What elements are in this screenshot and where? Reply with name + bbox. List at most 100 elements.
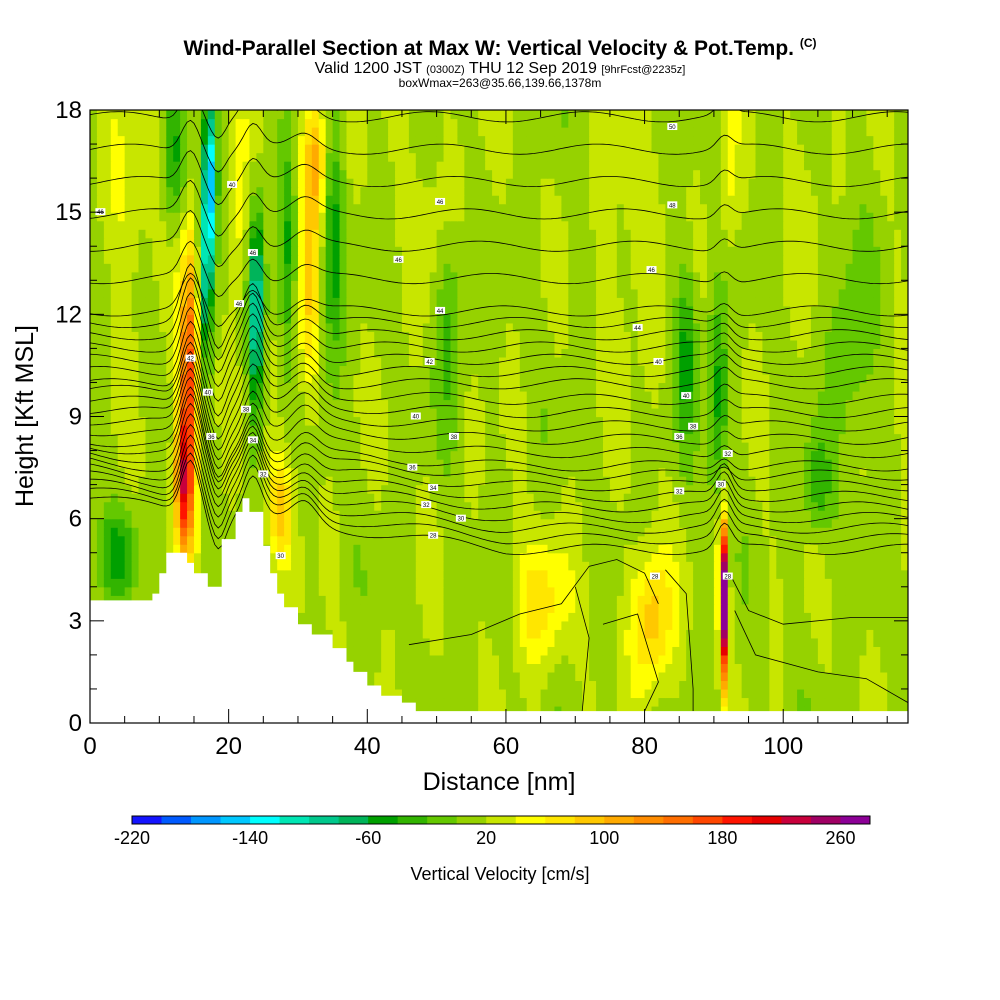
w-cell [686, 527, 694, 537]
w-cell [693, 535, 701, 545]
w-cell [637, 527, 646, 537]
w-cell [831, 365, 840, 375]
w-cell [623, 654, 632, 664]
w-cell [235, 450, 244, 460]
w-cell [637, 705, 646, 716]
w-cell [554, 365, 562, 375]
w-cell [505, 663, 514, 673]
w-cell [131, 365, 140, 375]
w-cell [575, 637, 583, 647]
w-cell [117, 535, 126, 545]
w-cell [103, 356, 112, 367]
w-cell [644, 663, 653, 673]
w-cell [700, 697, 708, 707]
w-cell [679, 373, 687, 384]
w-cell [381, 407, 389, 418]
w-cell [325, 586, 334, 596]
w-cell [505, 569, 514, 579]
w-cell [741, 510, 750, 520]
w-cell [395, 433, 403, 443]
w-cell [90, 561, 98, 571]
w-cell [755, 680, 764, 690]
w-cell [561, 390, 569, 401]
w-cell [242, 373, 251, 384]
w-cell [658, 425, 666, 435]
w-cell [637, 425, 646, 435]
w-cell [894, 680, 902, 690]
w-cell [519, 671, 528, 682]
w-cell [332, 450, 341, 460]
w-cell [166, 365, 174, 375]
w-cell [353, 535, 361, 545]
w-cell [810, 688, 819, 699]
w-cell [90, 586, 98, 596]
w-cell [596, 484, 604, 494]
w-cell [852, 425, 861, 435]
w-cell [554, 493, 562, 503]
w-cell [616, 390, 625, 401]
w-cell [193, 561, 202, 571]
w-cell [124, 467, 133, 477]
w-cell [346, 620, 355, 630]
w-cell [575, 433, 583, 443]
w-cell [332, 484, 341, 494]
w-cell [602, 561, 611, 571]
w-cell [817, 663, 826, 673]
w-cell [90, 399, 98, 409]
w-cell [124, 595, 133, 605]
w-cell [207, 467, 216, 477]
w-cell [713, 407, 722, 418]
w-cell [304, 356, 313, 367]
w-cell [748, 595, 757, 605]
w-cell [547, 620, 556, 630]
w-cell [776, 620, 784, 630]
w-cell [505, 416, 514, 426]
w-cell [727, 671, 736, 682]
w-cell [665, 697, 673, 707]
w-cell [658, 501, 666, 511]
w-cell [277, 373, 285, 384]
w-cell [381, 501, 389, 511]
w-cell [464, 586, 472, 596]
w-cell [332, 612, 341, 622]
w-cell [783, 705, 791, 716]
w-cell [138, 459, 147, 469]
w-cell [790, 620, 798, 630]
w-cell [346, 552, 355, 562]
w-cell [304, 535, 313, 545]
w-cell [499, 390, 507, 401]
w-cell [297, 527, 306, 537]
w-cell [776, 705, 784, 716]
w-cell [138, 586, 147, 596]
w-cell [422, 450, 431, 460]
w-cell [783, 629, 791, 639]
w-cell [845, 688, 854, 699]
w-cell [332, 476, 341, 486]
w-cell [901, 654, 908, 664]
w-cell [644, 654, 653, 664]
w-cell [831, 501, 840, 511]
w-cell [852, 407, 861, 418]
w-cell [720, 654, 729, 664]
w-cell [783, 476, 791, 486]
w-cell [540, 399, 549, 409]
w-cell [249, 416, 257, 426]
w-cell [415, 535, 424, 545]
w-cell [894, 390, 902, 401]
w-cell [180, 459, 188, 469]
w-cell [180, 382, 188, 392]
w-cell [852, 365, 861, 375]
w-cell [575, 603, 583, 613]
w-cell [706, 535, 715, 545]
w-cell [388, 433, 396, 443]
w-cell [776, 671, 784, 682]
w-cell [207, 365, 216, 375]
w-cell [734, 390, 743, 401]
w-cell [131, 476, 140, 486]
w-cell [589, 671, 597, 682]
w-cell [887, 425, 895, 435]
w-cell [159, 382, 167, 392]
w-cell [505, 407, 514, 418]
w-cell [602, 527, 611, 537]
w-cell [734, 450, 743, 460]
